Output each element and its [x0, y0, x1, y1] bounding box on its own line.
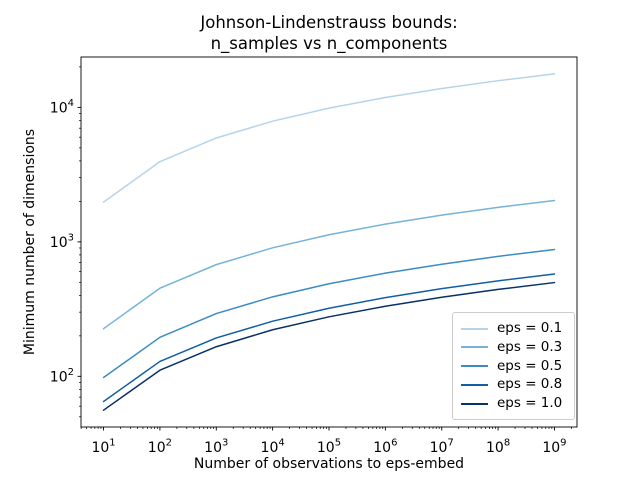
legend: eps = 0.1 eps = 0.3 eps = 0.5 eps = 0.8 … — [452, 312, 575, 420]
series-line-eps=0.1 — [102, 73, 556, 203]
chart-title: Johnson-Lindenstrauss bounds: n_samples … — [200, 13, 458, 53]
x-tick-label-10^8: 108 — [486, 438, 510, 457]
x-axis-label: Number of observations to eps-embed — [193, 456, 465, 472]
series-lines — [102, 73, 556, 411]
legend-line-swatch — [461, 365, 488, 367]
x-tick-label-10^1: 101 — [91, 438, 115, 457]
x-tick-label-10^4: 104 — [261, 438, 285, 457]
legend-item-eps-0.5: eps = 0.5 — [461, 358, 566, 375]
legend-item-label: eps = 0.5 — [497, 357, 563, 374]
x-tick-label-10^9: 109 — [542, 438, 566, 457]
x-tick-label-10^6: 106 — [373, 438, 397, 457]
legend-line-swatch — [461, 383, 488, 386]
legend-item-eps-0.3: eps = 0.3 — [461, 339, 566, 356]
x-tick-label-10^7: 107 — [430, 438, 454, 457]
legend-item-eps-0.1: eps = 0.1 — [461, 320, 566, 337]
legend-item-label: eps = 0.3 — [497, 338, 563, 355]
series-line-eps=0.5 — [102, 248, 556, 379]
legend-item-eps-1.0: eps = 1.0 — [461, 395, 566, 412]
y-tick-label-10^2: 102 — [50, 367, 74, 386]
y-tick-label-10^3: 103 — [50, 232, 74, 251]
y-tick-label-10^4: 104 — [50, 98, 74, 117]
legend-line-swatch — [461, 327, 488, 330]
series-line-eps=0.8 — [102, 273, 556, 403]
series-line-eps=0.3 — [102, 199, 556, 330]
legend-line-swatch — [461, 346, 488, 349]
x-tick-label-10^3: 103 — [204, 438, 228, 457]
legend-item-label: eps = 0.1 — [497, 320, 563, 336]
legend-item-label: eps = 1.0 — [497, 395, 563, 411]
x-tick-label-10^2: 102 — [148, 438, 172, 457]
legend-item-label: eps = 0.8 — [497, 376, 563, 393]
legend-line-swatch — [461, 402, 488, 405]
series-line-eps=1.0 — [102, 281, 556, 411]
x-tick-label-10^5: 105 — [317, 438, 341, 457]
legend-item-eps-0.8: eps = 0.8 — [461, 376, 566, 393]
